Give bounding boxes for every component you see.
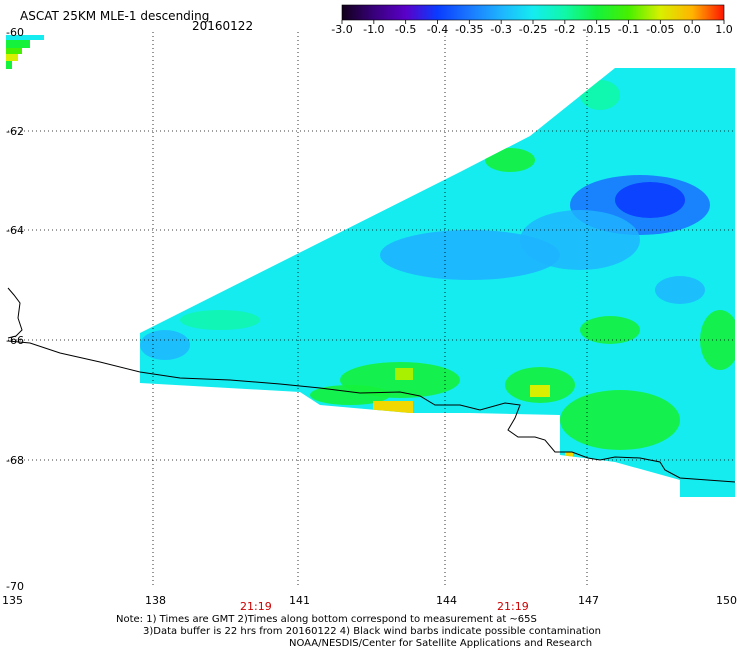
colorbar-tick-label: -0.5 [395, 23, 416, 36]
swath-corner-cell-5 [6, 61, 12, 69]
time-label: 21:19 [240, 600, 272, 613]
time-labels: 21:19 21:19 [240, 600, 529, 613]
lon-label: 138 [145, 594, 166, 607]
lat-label: -62 [6, 125, 24, 138]
swath-blue-center [615, 182, 685, 218]
gridlines [8, 32, 735, 588]
swath-green-w [180, 310, 260, 330]
swath-yellow-4 [565, 452, 573, 460]
colorbar-tick-label: -0.35 [455, 23, 483, 36]
coastline [7, 287, 736, 483]
note-line-1: Note: 1) Times are GMT 2)Times along bot… [116, 614, 537, 625]
time-label: 21:19 [497, 600, 529, 613]
lat-label: -68 [6, 454, 24, 467]
swath-corner-cell-1 [6, 35, 44, 40]
swath-corner [6, 35, 44, 69]
lon-labels: 135 138 141 144 147 150 [2, 594, 737, 607]
swath-yellow-3 [395, 368, 413, 380]
lon-label: 147 [578, 594, 599, 607]
swath-green-e1 [580, 316, 640, 344]
swath-blue-mid [380, 230, 560, 280]
note-line-2: 3)Data buffer is 22 hrs from 20160122 4)… [143, 626, 601, 637]
map-title: ASCAT 25KM MLE-1 descending [20, 9, 209, 23]
lat-label: -60 [6, 26, 24, 39]
swath-blue-small [655, 276, 705, 304]
swath-green-se [560, 390, 680, 450]
lat-label: -66 [6, 334, 24, 347]
lon-label: 141 [289, 594, 310, 607]
swath-yellow-2 [530, 385, 550, 397]
colorbar-ticks: -3.0 -1.0 -0.5 -0.4 -0.35 -0.3 -0.25 -0.2 -0.15-… [331, 20, 733, 36]
colorbar-tick-label: -0.3 [490, 23, 511, 36]
swath-blue-mid-2 [520, 210, 640, 270]
lat-labels: -60 -62 -64 -66 -68 -70 [6, 26, 24, 593]
lon-label: 144 [436, 594, 457, 607]
swath-green-ne [580, 80, 620, 110]
lon-label: 135 [2, 594, 23, 607]
colorbar-tick-label: 1.0 [715, 23, 733, 36]
lon-label: 150 [716, 594, 737, 607]
swath-corner-cell-3 [6, 48, 22, 54]
swath [140, 68, 735, 497]
swath-yellow-1 [373, 401, 413, 413]
colorbar-tick-label: 0.0 [683, 23, 701, 36]
colorbar-tick-label: -3.0 [331, 23, 352, 36]
lat-label: -64 [6, 224, 24, 237]
colorbar-tick-label: -0.2 [554, 23, 575, 36]
colorbar-tick-label: -0.1 [618, 23, 639, 36]
colorbar-tick-label: -0.15 [582, 23, 610, 36]
colorbar-tick-label: -1.0 [363, 23, 384, 36]
colorbar-tick-label: -0.25 [519, 23, 547, 36]
colorbar-tick-label: -0.05 [646, 23, 674, 36]
colorbar: -3.0 -1.0 -0.5 -0.4 -0.35 -0.3 -0.25 -0.2 -0.15-… [331, 4, 733, 36]
swath-green-north [485, 148, 535, 172]
swath-blue-west [140, 330, 190, 360]
swath-green-sw [310, 385, 390, 405]
note-line-3: NOAA/NESDIS/Center for Satellite Applica… [289, 638, 593, 649]
map-date: 20160122 [192, 19, 253, 33]
colorbar-bar [341, 4, 725, 21]
swath-corner-cell-4 [6, 54, 18, 61]
colorbar-tick-label: -0.4 [427, 23, 448, 36]
swath-corner-cell-2 [6, 40, 30, 48]
lat-label: -70 [6, 580, 24, 593]
